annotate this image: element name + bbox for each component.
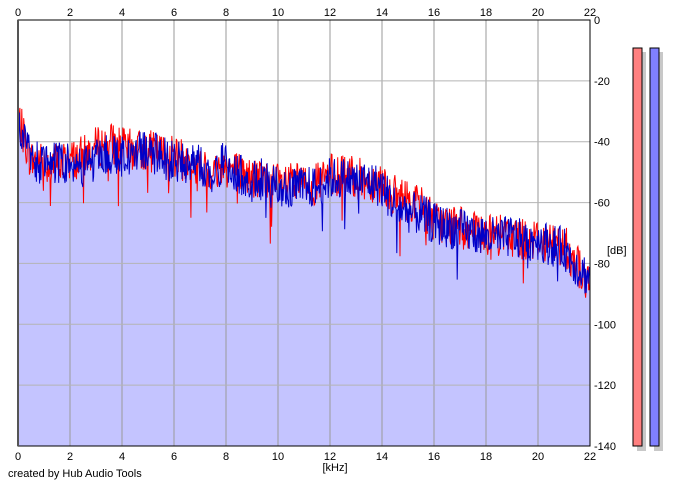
x-axis-label: [kHz] — [322, 462, 347, 474]
x-tick-label-top: 18 — [480, 7, 492, 19]
y-tick-label: -140 — [594, 441, 616, 453]
spectrum-series-1 — [17, 107, 591, 298]
x-tick-label-top: 12 — [324, 7, 336, 19]
x-tick-label-top: 14 — [376, 7, 388, 19]
x-tick-label-top: 10 — [272, 7, 284, 19]
x-tick-label-top: 20 — [532, 7, 544, 19]
x-tick-label-bottom: 18 — [480, 451, 492, 463]
x-tick-label-top: 8 — [223, 7, 229, 19]
x-tick-label-top: 0 — [15, 7, 21, 19]
x-tick-label-top: 16 — [428, 7, 440, 19]
spectrum-fill-area — [18, 107, 590, 447]
y-tick-label: -40 — [594, 137, 610, 149]
y-tick-label: -120 — [594, 380, 616, 392]
x-tick-label-top: 2 — [67, 7, 73, 19]
x-tick-label-bottom: 2 — [67, 451, 73, 463]
x-tick-label-top: 4 — [119, 7, 125, 19]
y-tick-label: -100 — [594, 319, 616, 331]
x-tick-label-bottom: 22 — [584, 451, 596, 463]
spectrum-series-2 — [17, 112, 591, 294]
y-axis-label: [dB] — [607, 245, 627, 257]
y-tick-label: -20 — [594, 76, 610, 88]
right-level-meter — [649, 47, 660, 447]
x-tick-label-bottom: 14 — [376, 451, 388, 463]
y-tick-label: -60 — [594, 198, 610, 210]
level-meters — [632, 47, 663, 451]
x-tick-label-bottom: 10 — [272, 451, 284, 463]
x-tick-label-bottom: 0 — [15, 451, 21, 463]
x-tick-label-bottom: 4 — [119, 451, 125, 463]
x-tick-label-bottom: 6 — [171, 451, 177, 463]
y-tick-label: 0 — [594, 15, 600, 27]
x-tick-label-bottom: 16 — [428, 451, 440, 463]
y-tick-label: -80 — [594, 258, 610, 270]
x-tick-label-bottom: 12 — [324, 451, 336, 463]
left-level-meter — [632, 47, 643, 447]
x-tick-label-bottom: 20 — [532, 451, 544, 463]
x-tick-label-bottom: 8 — [223, 451, 229, 463]
credit-text: created by Hub Audio Tools — [8, 468, 142, 480]
x-tick-label-top: 6 — [171, 7, 177, 19]
x-tick-label-top: 22 — [584, 7, 596, 19]
